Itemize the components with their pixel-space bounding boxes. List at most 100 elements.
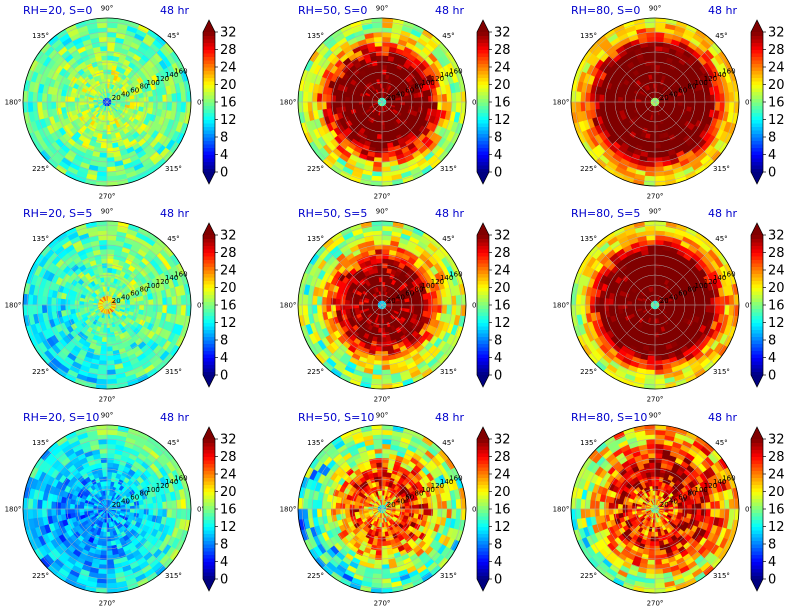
heat-cell (652, 115, 656, 121)
colorbar-tick-label: 16 (494, 96, 511, 111)
heat-cell (152, 297, 159, 306)
colorbar-segment (751, 56, 763, 61)
colorbar-segment (477, 308, 489, 313)
colorbar-segment (751, 81, 763, 85)
colorbar-tick-label: 20 (494, 78, 511, 93)
heat-cell (381, 64, 388, 70)
angular-tick-label: 45° (715, 32, 727, 40)
colorbar-segment (477, 277, 489, 281)
heat-cell (106, 45, 115, 52)
colorbar-segment (477, 67, 489, 71)
colorbar-segment (477, 312, 489, 316)
heat-cell (705, 101, 712, 110)
panel-time-label: 48 hr (708, 4, 737, 17)
colorbar-segment (477, 347, 489, 351)
colorbar-segment (203, 137, 215, 141)
colorbar-segment (751, 105, 763, 110)
colorbar-segment (477, 340, 489, 344)
heat-cell (104, 115, 108, 121)
colorbar-segment (203, 147, 215, 152)
heat-cell (99, 350, 108, 357)
heat-cell (423, 95, 429, 103)
colorbar-segment (751, 35, 763, 40)
heat-cell (363, 302, 369, 306)
radial-tick-label: 40 (121, 293, 130, 301)
heat-cell (106, 78, 111, 84)
colorbar-extend-min (477, 375, 489, 387)
angular-tick-label: 225° (32, 368, 49, 376)
colorbar-segment (203, 144, 215, 148)
heat-cell (374, 253, 383, 260)
heat-cell (41, 296, 48, 306)
colorbar-segment (203, 371, 215, 376)
colorbar-segment (203, 329, 215, 334)
colorbar-segment (477, 140, 489, 145)
colorbar-segment (477, 98, 489, 103)
colorbar-segment (477, 81, 489, 85)
colorbar-segment (751, 60, 763, 64)
heat-cell (374, 45, 383, 52)
colorbar-segment (751, 91, 763, 96)
heat-cell (705, 94, 712, 103)
colorbar-segment (203, 291, 215, 295)
heat-cell (100, 143, 108, 149)
heat-cell (375, 143, 383, 149)
colorbar-extend-min (203, 172, 215, 184)
heat-cell (654, 152, 663, 159)
heat-cell (673, 101, 679, 106)
heat-cell (106, 239, 116, 246)
heat-cell (358, 301, 364, 306)
colorbar-extend-max (203, 223, 215, 235)
colorbar-segment (203, 81, 215, 85)
heat-cell (648, 143, 656, 149)
heat-cell (654, 45, 663, 52)
colorbar-segment (751, 84, 763, 89)
radial-tick-label: 20 (112, 297, 121, 305)
colorbar-segment (203, 315, 215, 320)
heat-cell (41, 93, 48, 103)
heat-cell (98, 364, 108, 371)
heat-cell (381, 161, 391, 168)
colorbar-tick-label: 8 (220, 131, 228, 146)
colorbar-segment (203, 333, 215, 337)
heat-cell (129, 304, 136, 309)
heat-cell (654, 78, 659, 84)
heat-cell (700, 94, 707, 103)
panel-title: RH=20, S=5 (23, 207, 92, 220)
colorbar-segment (477, 270, 489, 274)
radial-tick-label: 20 (387, 297, 396, 305)
colorbar-tick-label: 32 (220, 26, 237, 41)
heat-cell (654, 55, 662, 61)
colorbar-segment (751, 130, 763, 134)
colorbar-segment (203, 368, 215, 372)
heat-cell (330, 101, 337, 110)
heat-cell (687, 101, 693, 108)
heat-cell (441, 101, 448, 111)
colorbar-segment (751, 88, 763, 92)
heat-cell (55, 94, 62, 103)
colorbar-segment (203, 312, 215, 316)
heat-cell (696, 95, 702, 103)
heat-cell (432, 304, 439, 313)
colorbar-segment (203, 123, 215, 127)
heat-cell (381, 83, 385, 89)
heat-cell (374, 50, 383, 57)
heat-cell (166, 304, 173, 314)
colorbar-tick-label: 20 (220, 281, 237, 296)
heat-cell (654, 286, 658, 292)
colorbar-segment (477, 350, 489, 355)
heat-cell (55, 101, 62, 110)
colorbar-segment (477, 354, 489, 358)
heat-cell (166, 93, 173, 103)
colorbar-segment (203, 140, 215, 145)
colorbar-segment (751, 165, 763, 169)
angular-tick-label: 135° (32, 235, 49, 243)
heat-cell (106, 83, 110, 89)
colorbar-tick-label: 24 (494, 264, 511, 279)
heat-cell (381, 152, 390, 159)
heat-cell (100, 346, 108, 352)
angular-tick-label: 315° (713, 165, 730, 173)
colorbar-segment (203, 280, 215, 285)
colorbar-segment (477, 165, 489, 169)
